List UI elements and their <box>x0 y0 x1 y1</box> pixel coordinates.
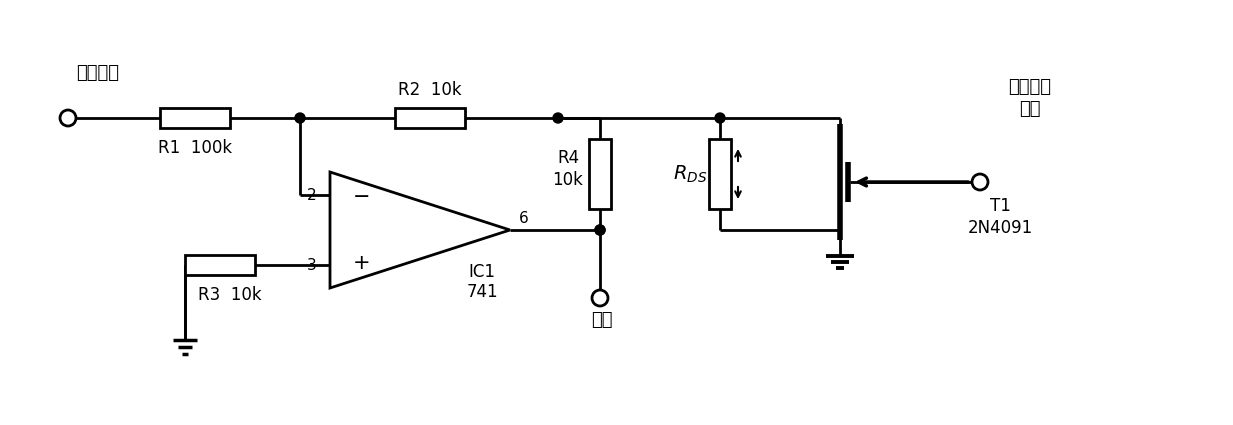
Text: +: + <box>353 253 371 273</box>
Text: R4
10k: R4 10k <box>552 149 583 189</box>
Text: 控制电压
输入: 控制电压 输入 <box>1009 78 1052 118</box>
Bar <box>589 139 612 209</box>
Bar <box>185 255 255 275</box>
Bar <box>395 108 465 128</box>
Circle shape <box>715 113 725 123</box>
Text: 2: 2 <box>307 187 317 202</box>
Text: $R_{DS}$: $R_{DS}$ <box>673 163 708 184</box>
Circle shape <box>596 225 605 235</box>
Text: 输出: 输出 <box>592 311 613 329</box>
Circle shape <box>295 113 305 123</box>
Text: 6: 6 <box>519 210 529 226</box>
Text: 信号输入: 信号输入 <box>76 64 120 82</box>
Text: R2  10k: R2 10k <box>398 81 462 99</box>
Text: 3: 3 <box>307 258 317 272</box>
Polygon shape <box>330 172 510 288</box>
Text: R3  10k: R3 10k <box>199 286 261 304</box>
Text: −: − <box>353 187 371 207</box>
Bar <box>709 139 731 209</box>
Circle shape <box>596 225 605 235</box>
Circle shape <box>552 113 563 123</box>
Text: R1  100k: R1 100k <box>158 139 232 157</box>
Text: IC1
741: IC1 741 <box>466 263 498 301</box>
Text: T1
2N4091: T1 2N4091 <box>968 197 1032 237</box>
Bar <box>160 108 231 128</box>
